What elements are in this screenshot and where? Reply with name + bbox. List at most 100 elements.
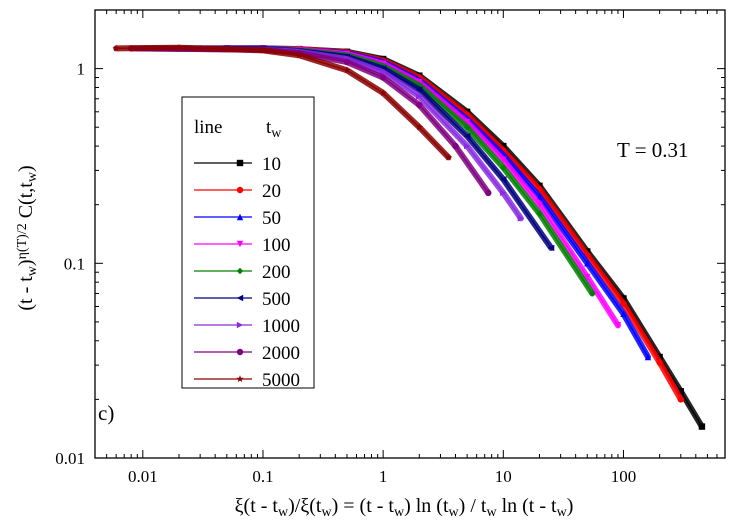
x-axis-label-part: )/ξ(t xyxy=(288,495,322,517)
legend-entry-1000: 1000 xyxy=(194,316,300,337)
data-point-2000-7 xyxy=(485,189,492,197)
x-axis-label-part: ) = (t - t xyxy=(332,495,395,517)
data-point-20-10 xyxy=(620,300,627,307)
series-5000 xyxy=(112,43,453,161)
legend-label-500: 500 xyxy=(262,289,291,310)
data-point-20-12 xyxy=(677,396,684,403)
x-axis-label-subscript: w xyxy=(394,505,405,520)
data-point-5000-4 xyxy=(343,66,351,74)
y-axis-label-superscript: η(T)/2 xyxy=(15,223,30,259)
legend-entry-10: 10 xyxy=(194,154,281,175)
legend-label-200: 200 xyxy=(262,262,291,283)
x-axis-label-part: ξ(t - t xyxy=(235,495,279,517)
legend-entry-200: 200 xyxy=(194,262,291,283)
data-point-100-9 xyxy=(584,273,591,281)
x-tick-label: 10 xyxy=(495,467,512,486)
data-point-500-8 xyxy=(547,244,555,252)
data-point-200-8 xyxy=(536,210,543,217)
x-axis-label-subscript: w xyxy=(278,505,289,520)
legend-marker-10 xyxy=(236,159,244,167)
panel-label: c) xyxy=(98,401,114,425)
x-tick-label: 1 xyxy=(379,467,388,486)
data-point-1000-7 xyxy=(500,189,507,197)
data-point-5000-2 xyxy=(259,46,267,54)
temperature-annotation: T = 0.31 xyxy=(617,138,689,162)
legend: line tw 10 20 50 100 200 500 1000 2000 5000 xyxy=(181,96,315,391)
y-axis-label-subscript: w xyxy=(25,265,40,276)
legend-entry-2000: 2000 xyxy=(194,343,300,364)
legend-entry-20: 20 xyxy=(194,181,281,202)
y-axis-label: (t - tw)η(T)/2 C(t,tw) xyxy=(15,165,40,310)
y-axis-label-part: C(t,t xyxy=(15,182,37,224)
legend-marker-100 xyxy=(236,240,244,248)
legend-entry-5000: 5000 xyxy=(194,370,300,391)
data-point-5000-3 xyxy=(295,51,303,59)
data-point-1000-5 xyxy=(416,93,423,100)
x-axis-label-part: ln (t - t xyxy=(497,495,557,517)
data-point-200-9 xyxy=(589,290,596,297)
data-point-20-11 xyxy=(656,359,663,366)
data-point-500-6 xyxy=(463,132,471,140)
legend-label-50: 50 xyxy=(262,208,281,229)
legend-label-20: 20 xyxy=(262,181,281,202)
data-point-5000-5 xyxy=(379,89,387,97)
data-point-200-7 xyxy=(500,164,507,171)
legend-label-10: 10 xyxy=(262,154,281,175)
x-axis-label-part: ) xyxy=(567,495,574,517)
legend-marker-2000 xyxy=(236,348,244,356)
data-point-10-7 xyxy=(500,142,507,150)
legend-header-tw: tw xyxy=(266,117,282,141)
data-point-100-10 xyxy=(614,322,622,329)
y-axis-label-part: ) xyxy=(15,165,37,172)
x-axis-label-subscript: w xyxy=(449,505,460,520)
x-tick-label: 100 xyxy=(611,467,637,486)
x-axis-label-subscript: w xyxy=(486,505,497,520)
x-axis-label-subscript: w xyxy=(557,505,568,520)
legend-label-2000: 2000 xyxy=(262,343,300,364)
data-point-100-8 xyxy=(536,201,543,208)
data-point-2000-4 xyxy=(379,74,387,81)
legend-header-line: line xyxy=(194,117,223,138)
data-point-10-10 xyxy=(620,295,627,302)
axes: 0.01 0.1 1 10 100 0.01 0.1 1 xyxy=(55,9,726,486)
data-point-5000-7 xyxy=(444,153,453,161)
data-point-50-10 xyxy=(620,310,627,318)
data-point-5000-1 xyxy=(175,43,183,51)
data-point-5000-6 xyxy=(415,123,423,131)
legend-marker-5000 xyxy=(236,375,244,383)
legend-entry-500: 500 xyxy=(194,289,291,310)
y-axis-label-subscript: w xyxy=(25,171,40,182)
legend-entry-50: 50 xyxy=(194,208,281,229)
data-point-1000-8 xyxy=(517,215,525,222)
data-point-10-12 xyxy=(677,388,684,395)
legend-entry-100: 100 xyxy=(194,235,291,256)
data-point-50-9 xyxy=(584,260,591,267)
data-point-100-6 xyxy=(463,119,471,126)
data-point-2000-5 xyxy=(416,101,423,109)
plot-area xyxy=(112,43,706,430)
y-axis-label-part: ) xyxy=(15,259,37,266)
data-point-500-7 xyxy=(500,176,507,183)
data-point-2000-3 xyxy=(343,58,351,66)
legend-marker-20 xyxy=(236,186,244,194)
x-axis-label-subscript: w xyxy=(321,505,332,520)
data-point-200-5 xyxy=(416,82,423,89)
data-point-50-11 xyxy=(644,353,652,361)
legend-label-1000: 1000 xyxy=(262,316,300,337)
legend-header-tw-subscript: w xyxy=(271,126,282,141)
legend-label-100: 100 xyxy=(262,235,291,256)
y-axis-label-part: (t - t xyxy=(15,276,37,311)
data-point-200-6 xyxy=(463,124,471,131)
legend-marker-50 xyxy=(236,213,244,221)
x-tick-label: 0.01 xyxy=(128,467,158,486)
y-tick-label: 0.1 xyxy=(64,254,85,273)
data-point-2000-6 xyxy=(452,142,459,150)
x-axis-label: ξ(t - tw)/ξ(tw) = (t - tw) ln (tw) / tw … xyxy=(235,495,574,520)
data-point-5000-0 xyxy=(112,44,120,52)
series-line-core-5000 xyxy=(116,47,449,158)
y-tick-label: 0.01 xyxy=(55,449,85,468)
x-axis-label-part: ) ln (t xyxy=(404,495,449,517)
legend-header-tw-base: t xyxy=(266,117,272,138)
data-point-1000-6 xyxy=(463,142,471,150)
